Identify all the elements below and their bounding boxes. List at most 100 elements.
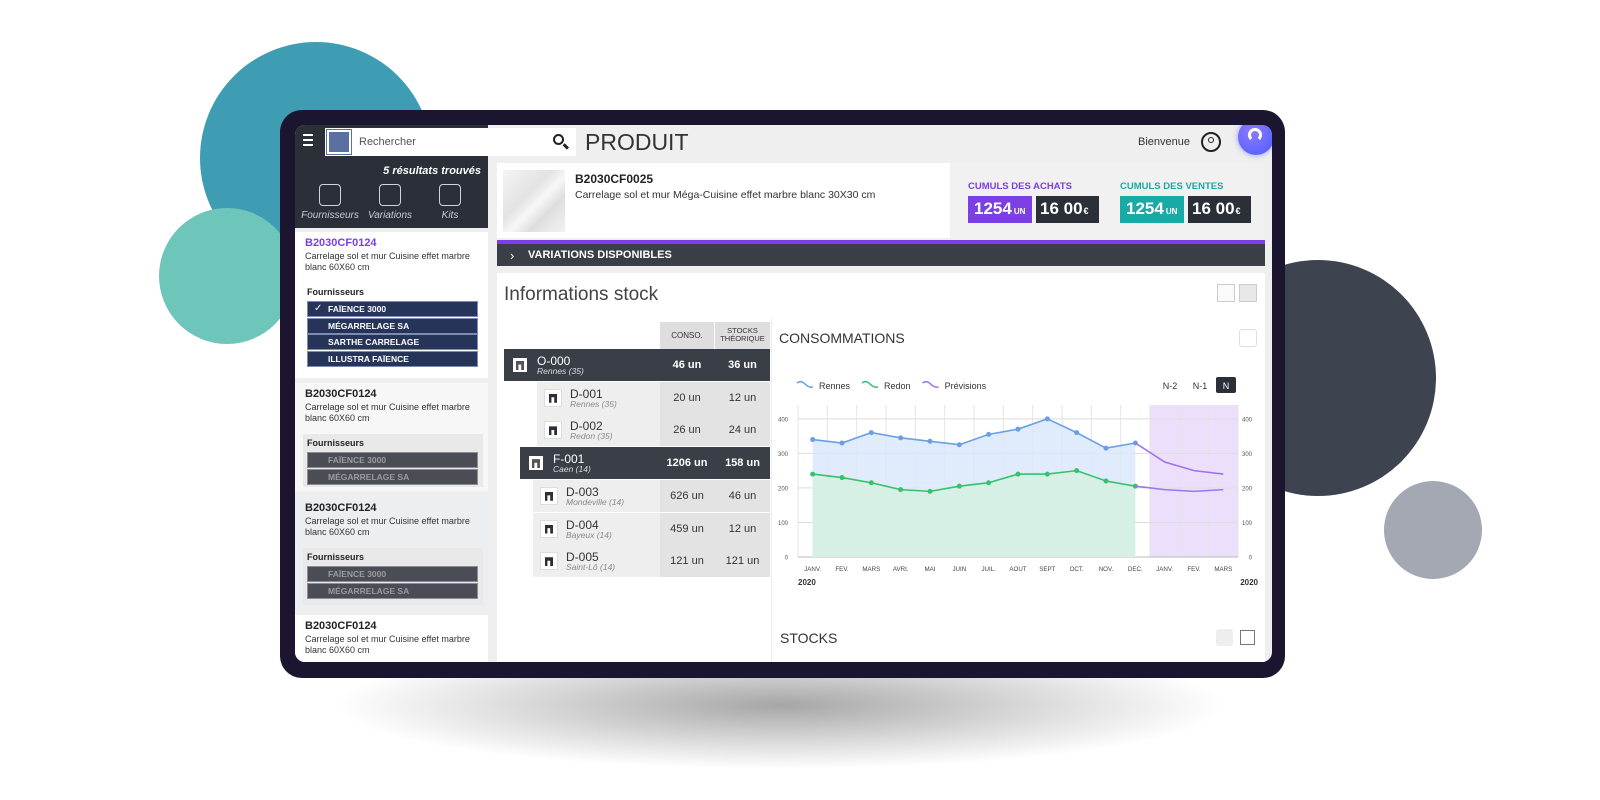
menu-bar (303, 144, 313, 146)
x-tick-label: JUIN (952, 566, 966, 573)
row-code: O-000 (537, 354, 571, 368)
col-head: STOCKS THÉORIQUE (715, 322, 770, 349)
supplier-button[interactable]: FAÏENCE 3000 (307, 566, 478, 582)
period-button[interactable]: N-1 (1193, 381, 1208, 391)
result-item[interactable] (295, 615, 488, 662)
legend-swatch (796, 380, 814, 388)
supplier-name: ILLUSTRA FAÏENCE (328, 354, 409, 365)
data-point (956, 483, 962, 489)
suppliers-label: Fournisseurs (307, 552, 365, 562)
data-point (898, 435, 904, 441)
period-button[interactable]: N (1223, 381, 1230, 391)
row-icon (540, 552, 558, 571)
supplier-button[interactable]: MÉGARRELAGE SA (307, 582, 478, 599)
menu-button[interactable] (301, 134, 315, 148)
amount-currency: € (1083, 206, 1089, 216)
data-point (1015, 471, 1021, 477)
chevron: › (510, 248, 515, 263)
supplier-button[interactable]: MÉGARRELAGE SA (307, 317, 478, 334)
stock-title: Informations stock (504, 284, 659, 305)
row-icon (544, 421, 562, 440)
amount-value: 16 00 (1040, 199, 1083, 218)
row-conso: 46 un (672, 359, 702, 371)
supplier-button[interactable]: FAÏENCE 3000 (307, 452, 478, 468)
suppliers-label: Fournisseurs (307, 287, 365, 297)
period-selected (1216, 377, 1236, 393)
row-code: D-003 (566, 484, 599, 499)
row-stock: 36 un (728, 359, 757, 371)
supplier-button[interactable]: MÉGARRELAGE SA (307, 468, 478, 485)
period-button[interactable]: N-2 (1163, 381, 1178, 391)
row-stock: 121 un (725, 555, 760, 568)
value-cells (660, 414, 770, 447)
row-code: D-001 (570, 386, 603, 401)
qty-unit: UN (1013, 207, 1026, 216)
legend-label: Rennes (819, 381, 851, 391)
tab-label[interactable]: Kits (441, 210, 459, 221)
view-table-button[interactable] (1239, 284, 1257, 302)
tab-icon[interactable] (379, 184, 401, 206)
supplier-button[interactable]: ILLUSTRA FAÏENCE (307, 351, 478, 368)
y-tick-label: 200 (778, 486, 789, 492)
product-description: Carrelage sol et mur Méga-Cuisine effet … (575, 189, 876, 201)
legend-swatch (922, 380, 939, 388)
supplier-button[interactable]: SARTHE CARRELAGE (307, 334, 478, 351)
view-chart-button[interactable] (1217, 284, 1235, 302)
search-placeholder: Rechercher (359, 136, 416, 148)
data-point (927, 438, 933, 444)
logo-mark (1248, 128, 1262, 142)
y2-tick-label: 0 (1249, 556, 1253, 562)
supplier-button[interactable]: ✓ FAÏENCE 3000 (307, 301, 478, 317)
row-conso: 20 un (673, 391, 701, 404)
tab-label[interactable]: Variations (367, 210, 413, 221)
supplier-name: FAÏENCE 3000 (328, 304, 387, 314)
accent-bar (497, 240, 1265, 244)
product-thumbnail (503, 170, 565, 232)
y-tick-label: 400 (778, 417, 789, 423)
data-point (839, 440, 845, 446)
row-code: D-002 (570, 419, 603, 434)
item-description: Carrelage sol et mur Cuisine effet marbr… (305, 516, 470, 537)
tab-label[interactable]: Fournisseurs (301, 210, 359, 221)
chart-title: CONSOMMATIONS (779, 330, 905, 346)
expand-button[interactable] (1239, 329, 1257, 347)
row-location: Saint-Lô (14) (566, 562, 616, 573)
tab-icon[interactable] (319, 184, 341, 206)
x-tick-label: MARS (862, 566, 880, 573)
row-conso: 121 un (670, 555, 704, 568)
variations-bar[interactable] (497, 244, 1265, 266)
x-tick-label: FEV. (1187, 566, 1200, 573)
item-description: Carrelage sol et mur Cuisine effet marbr… (305, 402, 470, 423)
product-card (497, 163, 950, 238)
row-location: Redon (35) (570, 431, 613, 442)
stocks-title: STOCKS (780, 630, 838, 646)
supplier-name: FAÏENCE 3000 (328, 455, 387, 465)
search-field[interactable] (325, 128, 576, 156)
user-icon[interactable] (1201, 132, 1221, 152)
legend-label: Redon (884, 381, 911, 391)
cumul-amount: 16 00€ (1188, 196, 1251, 223)
row-location: Caen (14) (553, 464, 591, 475)
y-tick-label: 0 (785, 556, 789, 562)
stocks-grid-button[interactable] (1240, 630, 1255, 645)
data-point (810, 437, 816, 443)
qty-value: 1254 (974, 199, 1012, 218)
stocks-view-button[interactable] (1216, 629, 1233, 646)
x-tick-label: DEC. (1128, 566, 1143, 573)
forecast-zone (1150, 405, 1238, 557)
row-conso: 459 un (670, 522, 704, 535)
x-tick-label: AOUT (1009, 566, 1026, 573)
row-conso: 1206 un (666, 457, 708, 470)
stock-row[interactable] (504, 349, 770, 381)
variations-label: VARIATIONS DISPONIBLES (528, 249, 672, 261)
row-icon (540, 519, 558, 538)
item-code: B2030CF0124 (305, 620, 377, 632)
data-point (986, 431, 992, 437)
row-icon (511, 356, 529, 374)
item-code: B2030CF0124 (305, 388, 377, 400)
data-point (1103, 478, 1109, 484)
tab-icon[interactable] (439, 184, 461, 206)
stock-row[interactable] (520, 447, 770, 480)
row-stock: 158 un (725, 457, 760, 470)
